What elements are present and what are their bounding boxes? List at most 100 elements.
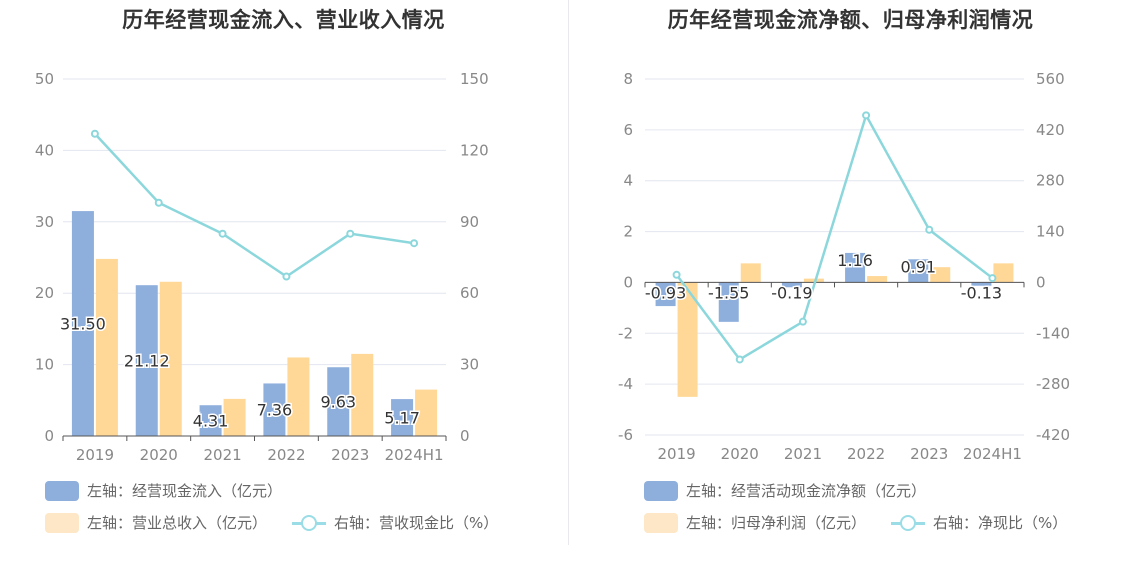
chart-canvas-right: -6 -420 -4 -280 -2 -140 0 0 2 140 4 280 6 420 8 560 2019…	[618, 70, 1070, 463]
line-series-path	[675, 112, 994, 362]
x-axis-tick-label: 2021	[203, 446, 241, 464]
line-series-path	[93, 132, 415, 279]
right-axis-tick-label: 420	[1036, 121, 1065, 139]
left-axis-tick-label: 0	[44, 427, 54, 445]
left-axis-tick-label: 2	[623, 223, 633, 241]
bar	[845, 252, 866, 283]
bar	[415, 389, 438, 436]
left-axis-tick-label: 50	[35, 70, 54, 88]
bar-data-label: -1.55	[708, 283, 749, 302]
legend-label: 左轴：经营现金流入（亿元）	[87, 482, 283, 500]
bar	[391, 399, 414, 436]
legend-label: 左轴：营业总收入（亿元）	[87, 514, 268, 532]
right-axis-tick-label: -140	[1036, 324, 1070, 342]
right-axis-tick-label: -280	[1036, 375, 1070, 393]
right-axis-tick-label: 150	[460, 70, 489, 88]
left-axis-tick-label: -2	[618, 324, 633, 342]
bar	[867, 276, 888, 283]
bar-data-label: 0.91	[900, 257, 936, 276]
bar-data-label: 7.36	[257, 401, 293, 420]
bar	[135, 285, 158, 436]
right-axis-tick-label: -420	[1036, 426, 1070, 444]
panel-divider	[568, 0, 569, 545]
legend-item-cash-ratio[interactable]: 右轴：营收现金比（%）	[292, 512, 498, 533]
bar	[971, 282, 992, 286]
right-axis-tick-label: 560	[1036, 70, 1065, 88]
bar	[351, 353, 374, 436]
line-point	[218, 229, 227, 238]
x-axis-tick-label: 2024H1	[963, 445, 1022, 463]
legend-line-swatch	[891, 513, 925, 533]
legend-item-revenue[interactable]: 左轴：营业总收入（亿元）	[45, 512, 267, 533]
bar	[718, 282, 739, 322]
bar-data-label: 1.16	[837, 251, 873, 270]
x-axis-tick-label: 2020	[721, 445, 759, 463]
bar	[930, 267, 951, 283]
legend-item-net-cash-flow[interactable]: 左轴：经营活动现金流净额（亿元）	[644, 480, 926, 501]
bar-data-label: -0.13	[961, 283, 1002, 302]
left-axis-tick-label: 4	[623, 172, 633, 190]
x-axis-tick-label: 2021	[784, 445, 822, 463]
bar-data-label: 5.17	[384, 409, 420, 428]
line-point	[862, 111, 871, 120]
line-point	[988, 274, 997, 283]
line-point	[346, 229, 355, 238]
legend-item-cash-inflow[interactable]: 左轴：经营现金流入（亿元）	[45, 480, 282, 501]
left-chart-panel: 历年经营现金流入、营业收入情况 0 0 10 30 20 60 30 90 40 120 50 150…	[35, 8, 498, 533]
right-axis-tick-label: 60	[460, 284, 479, 302]
bar-data-label: 31.50	[60, 315, 106, 334]
left-axis-tick-label: -6	[618, 426, 633, 444]
left-axis-tick-label: 0	[623, 273, 633, 291]
right-axis-tick-label: 140	[1036, 223, 1065, 241]
legend-label: 左轴：归母净利润（亿元）	[686, 514, 867, 532]
line-point	[90, 129, 99, 138]
legend-item-net-profit[interactable]: 左轴：归母净利润（亿元）	[644, 512, 866, 533]
left-axis-tick-label: 20	[35, 284, 54, 302]
bar-data-label: 4.31	[193, 412, 229, 431]
right-chart-panel: 历年经营现金流净额、归母净利润情况 -6 -420 -4 -280 -2 -140 0 0 2 1…	[567, 0, 1134, 582]
line-point	[798, 317, 807, 326]
bar	[803, 278, 824, 283]
bar	[95, 258, 118, 436]
bar	[993, 263, 1014, 283]
right-axis-tick-label: 90	[460, 213, 479, 231]
legend-item-net-cash-ratio[interactable]: 右轴：净现比（%）	[891, 512, 1067, 533]
chart-canvas-left: 0 0 10 30 20 60 30 90 40 120 50 150 2019 2020 2021 2022…	[35, 70, 489, 464]
legend-label: 左轴：经营活动现金流净额（亿元）	[686, 482, 927, 500]
x-axis-tick-label: 2019	[657, 445, 695, 463]
line-point	[282, 272, 291, 281]
chart-title: 历年经营现金流净额、归母净利润情况	[667, 8, 1034, 32]
x-axis-tick-label: 2022	[847, 445, 885, 463]
right-axis-tick-label: 280	[1036, 172, 1065, 190]
bar	[740, 263, 761, 283]
line-point	[925, 225, 934, 234]
legend-swatch	[644, 512, 678, 533]
legend-label: 右轴：净现比（%）	[933, 514, 1068, 532]
bar	[908, 259, 929, 283]
bar	[263, 383, 286, 436]
x-axis-tick-label: 2022	[267, 446, 305, 464]
legend-swatch	[45, 480, 79, 501]
bar	[287, 357, 310, 436]
right-axis-tick-label: 0	[460, 427, 470, 445]
legend-swatch	[644, 480, 678, 501]
bar	[223, 398, 246, 436]
bar	[781, 282, 802, 288]
bar-data-label: 9.63	[320, 393, 356, 412]
left-axis-tick-label: 40	[35, 141, 54, 159]
x-axis-tick-label: 2020	[140, 446, 178, 464]
right-axis-tick-label: 0	[1036, 273, 1046, 291]
legend-line-swatch	[292, 513, 326, 533]
right-axis-tick-label: 30	[460, 356, 479, 374]
x-axis-tick-label: 2019	[76, 446, 114, 464]
left-axis-tick-label: 8	[623, 70, 633, 88]
x-axis-tick-label: 2024H1	[385, 446, 444, 464]
legend-swatch	[45, 512, 79, 533]
chart-title: 历年经营现金流入、营业收入情况	[122, 8, 445, 32]
bar	[327, 367, 350, 436]
left-axis-tick-label: 6	[623, 121, 633, 139]
bar-data-label: -0.19	[771, 283, 812, 302]
legend-label: 右轴：营收现金比（%）	[334, 514, 499, 532]
line-point	[735, 355, 744, 364]
x-axis-tick-label: 2023	[910, 445, 948, 463]
